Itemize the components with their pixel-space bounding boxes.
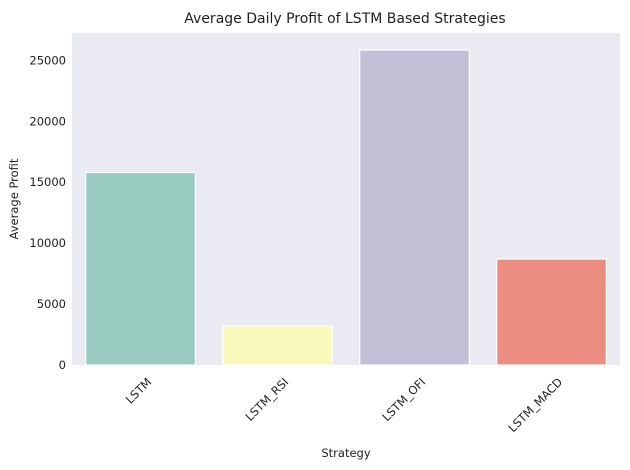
y-tick-label: 15000 [29,175,66,189]
x-tick-label: LSTM_OFI [379,375,428,424]
y-tick-label: 20000 [29,114,66,128]
y-tick-label: 0 [59,358,66,372]
bar-lstm-macd [496,258,607,366]
bar-lstm-rsi [222,325,333,366]
chart-title: Average Daily Profit of LSTM Based Strat… [184,11,505,27]
y-axis-label: Average Profit [7,158,21,239]
x-axis-ticks: LSTM LSTM_RSI LSTM_OFI LSTM_MACD [123,375,566,435]
x-tick-label: LSTM [123,375,155,407]
bars-group [85,49,607,366]
y-tick-label: 10000 [29,236,66,250]
x-axis-label: Strategy [321,446,370,460]
y-tick-label: 25000 [29,53,66,67]
x-tick-label: LSTM_RSI [242,375,291,424]
bar-lstm-ofi [359,49,470,366]
bar-lstm [85,171,196,366]
y-tick-label: 5000 [37,297,66,311]
y-axis-ticks: 0 5000 10000 15000 20000 25000 [29,53,66,372]
x-tick-label: LSTM_MACD [505,375,565,435]
